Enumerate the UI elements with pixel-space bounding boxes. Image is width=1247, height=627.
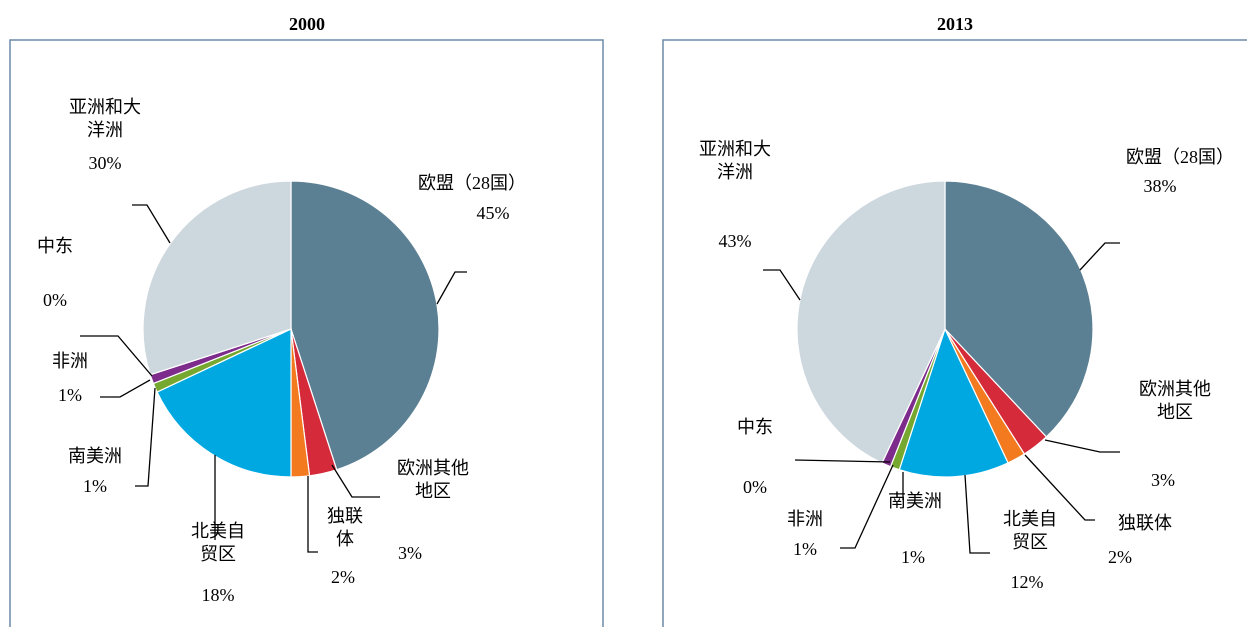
chart-title: 2013 [937, 14, 973, 34]
value-label: 0% [743, 477, 767, 497]
category-label: 南美洲 [888, 491, 942, 511]
pie-slice [898, 327, 1009, 478]
pie-slice [290, 180, 440, 471]
leader-line [1079, 242, 1120, 271]
leader-line [135, 387, 156, 487]
value-label: 3% [398, 543, 422, 563]
value-label: 1% [83, 476, 107, 496]
pie-slice [796, 180, 946, 464]
leader-line [1024, 454, 1095, 521]
value-label: 1% [793, 539, 817, 559]
leader-line [964, 474, 990, 554]
leader-line [436, 271, 467, 305]
value-label: 45% [476, 203, 510, 223]
leader-line [763, 269, 801, 301]
value-label: 30% [88, 153, 122, 173]
category-label: 独联体 [1118, 513, 1172, 533]
category-label: 非洲 [52, 351, 88, 371]
value-label: 1% [901, 547, 925, 567]
category-label: 北美自贸区 [191, 521, 245, 564]
leader-line [1044, 439, 1120, 453]
value-label: 3% [1151, 470, 1175, 490]
category-label: 非洲 [787, 509, 823, 529]
value-label: 18% [201, 585, 235, 605]
value-label: 2% [1108, 547, 1132, 567]
leader-line [132, 204, 171, 244]
value-label: 0% [43, 290, 67, 310]
category-label: 独联体 [327, 506, 363, 549]
pie-slice [142, 180, 292, 376]
leader-line [80, 335, 153, 377]
leader-line [794, 459, 891, 463]
value-label: 2% [331, 567, 355, 587]
category-label: 欧洲其他地区 [1139, 379, 1211, 422]
panel [662, 39, 1247, 627]
pie-slice [156, 328, 292, 478]
leader-line [840, 464, 894, 549]
category-label: 中东 [737, 417, 773, 437]
panel [9, 39, 604, 627]
leader-line [331, 464, 380, 498]
category-label: 中东 [37, 236, 73, 256]
category-label: 欧盟（28国） [1126, 147, 1234, 167]
value-label: 12% [1010, 572, 1044, 592]
value-label: 43% [718, 231, 752, 251]
category-label: 南美洲 [68, 446, 122, 466]
category-label: 欧洲其他地区 [397, 458, 469, 501]
category-label: 亚洲和大洋洲 [699, 139, 771, 182]
chart-title: 2000 [289, 14, 325, 34]
value-label: 1% [58, 385, 82, 405]
category-label: 欧盟（28国） [418, 173, 526, 193]
leader-line [307, 476, 318, 553]
value-label: 38% [1143, 176, 1177, 196]
category-label: 北美自贸区 [1003, 509, 1057, 552]
leader-line [100, 379, 151, 398]
category-label: 亚洲和大洋洲 [69, 97, 141, 140]
pie-slice [944, 180, 1094, 438]
